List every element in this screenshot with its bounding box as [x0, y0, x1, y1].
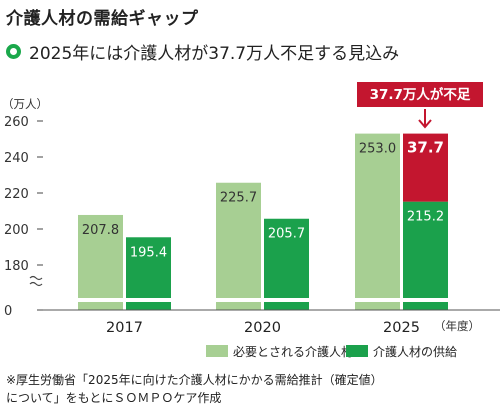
chart: （万人） 260 240 220 200 180 0 207.8 195.4 225.7 205… — [2, 82, 500, 359]
data-label-required-2017: 207.8 — [82, 223, 119, 238]
legend: 必要とされる介護人材 介護人材の供給 — [206, 344, 457, 359]
bar-required-2025 — [355, 133, 400, 298]
legend-swatch-supply — [346, 345, 368, 357]
shortage-callout: 37.7万人が不足 — [357, 82, 483, 129]
x-tick-label-2020: 2020 — [244, 320, 281, 336]
data-label-shortage-2025: 37.7 — [407, 139, 444, 157]
footnote-line-2: について」をもとにＳＯＭＰＯケア作成 — [6, 391, 222, 405]
x-tick-label-2017: 2017 — [106, 320, 143, 336]
data-label-supply-2020: 205.7 — [268, 227, 305, 242]
axis-break-icon — [29, 275, 43, 287]
y-tick-label-220: 220 — [4, 187, 29, 202]
x-axis-unit-label: （年度） — [434, 319, 480, 333]
shortage-callout-text: 37.7万人が不足 — [370, 86, 471, 103]
subtitle: 2025年には介護人材が37.7万人不足する見込み — [29, 44, 400, 64]
page-title: 介護人材の需給ギャップ — [6, 9, 199, 29]
legend-label-required: 必要とされる介護人材 — [233, 344, 353, 359]
data-label-supply-2025: 215.2 — [407, 210, 444, 225]
data-label-required-2025: 253.0 — [359, 142, 396, 157]
bullet-circle-icon — [6, 44, 21, 59]
bar-base-supply-2020 — [264, 302, 309, 310]
bar-shortage-2025 — [403, 133, 448, 202]
bars: 207.8 195.4 225.7 205.7 253.0 215.2 37.7 — [43, 133, 500, 311]
subtitle-row: 2025年には介護人材が37.7万人不足する見込み — [6, 39, 399, 64]
x-axis-labels: 2017 2020 2025 — [106, 320, 420, 336]
bar-required-2017 — [78, 214, 123, 298]
y-tick-label-200: 200 — [4, 223, 29, 238]
bar-required-2020 — [216, 182, 261, 298]
legend-label-supply: 介護人材の供給 — [373, 344, 457, 359]
data-label-required-2020: 225.7 — [220, 191, 257, 206]
y-tick-label-0: 0 — [4, 304, 12, 319]
legend-swatch-required — [206, 345, 228, 357]
bar-supply-2025 — [403, 201, 448, 298]
shortage-callout-box — [357, 82, 483, 107]
y-axis-ticks: 260 240 220 200 180 0 — [4, 115, 43, 319]
footnote-line-1: ※厚生労働省「2025年に向けた介護人材にかかる需給推計（確定値） — [6, 373, 383, 387]
bar-base-required-2017 — [78, 302, 123, 310]
data-label-supply-2017: 195.4 — [130, 245, 167, 260]
bar-supply-2017 — [126, 237, 171, 298]
y-tick-label-260: 260 — [4, 115, 29, 130]
down-arrow-icon — [418, 109, 432, 129]
y-axis-unit-label: （万人） — [2, 97, 48, 111]
y-tick-label-180: 180 — [4, 259, 29, 274]
bar-supply-2020 — [264, 218, 309, 298]
bar-base-supply-2017 — [126, 302, 171, 310]
bar-base-required-2025 — [355, 302, 400, 310]
bar-base-required-2020 — [216, 302, 261, 310]
footnote: ※厚生労働省「2025年に向けた介護人材にかかる需給推計（確定値） について」を… — [6, 371, 383, 407]
x-tick-label-2025: 2025 — [383, 320, 420, 336]
bar-base-supply-2025 — [403, 302, 448, 310]
y-tick-label-240: 240 — [4, 151, 29, 166]
